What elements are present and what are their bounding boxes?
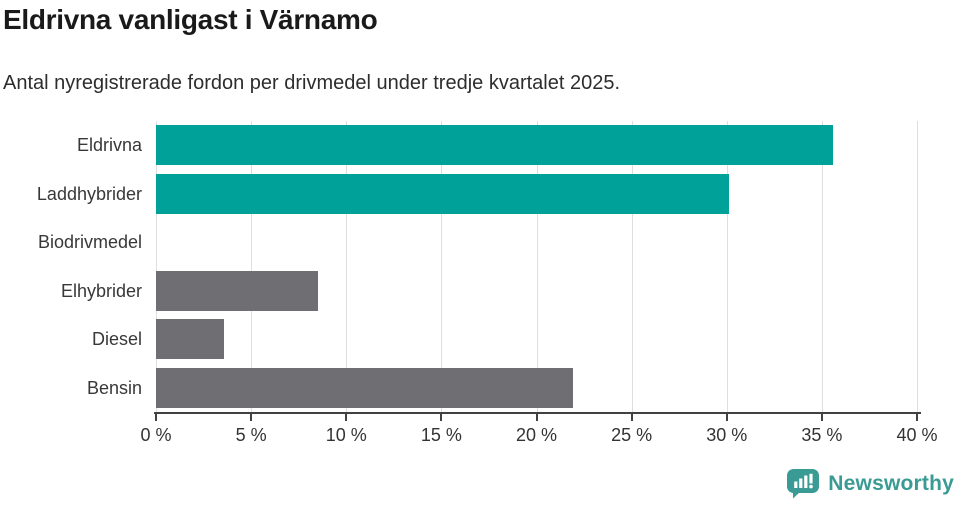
gridline: [726, 121, 728, 412]
bar-elhybrider: [156, 270, 318, 311]
x-tick: [155, 414, 157, 421]
x-tick: [440, 414, 443, 421]
bar-chart-speech-bubble-icon: [787, 469, 820, 499]
gridline: [156, 121, 157, 412]
category-label: Elhybrider: [60, 280, 142, 301]
bar-laddhybrider: [156, 173, 729, 214]
x-tick-label: 25 %: [611, 425, 653, 445]
chart-title: Eldrivna vanligast i Värnamo: [3, 4, 378, 35]
bar-row: Biodrivmedel: [38, 218, 917, 267]
x-tick-label: 15 %: [420, 425, 462, 445]
x-tick: [535, 414, 538, 421]
x-tick-label: 10 %: [325, 425, 367, 445]
x-tick-label: 35 %: [801, 425, 843, 445]
x-tick-label: 5 %: [235, 425, 267, 445]
category-label: Laddhybrider: [36, 183, 142, 204]
gridline: [251, 121, 253, 412]
gridline: [631, 121, 633, 412]
x-tick-label: 20 %: [515, 425, 558, 445]
gridline: [441, 121, 443, 412]
plot-area: Eldrivna Laddhybrider Biodrivmedel Elhybrid…: [37, 121, 938, 445]
gridline: [346, 121, 348, 412]
gridline: [536, 121, 538, 412]
chart-subtitle: Antal nyregistrerade fordon per drivmede…: [3, 72, 621, 94]
x-tick-label: 0 %: [140, 425, 172, 445]
bar-bensin: [156, 367, 573, 408]
x-tick-label: 40 %: [896, 425, 938, 445]
gridline: [821, 121, 823, 412]
gridline: [917, 121, 918, 412]
bar-row: Elhybrider: [61, 267, 917, 316]
x-tick: [250, 414, 253, 421]
category-label: Eldrivna: [76, 135, 142, 155]
x-axis-line: [154, 412, 921, 414]
x-tick: [820, 414, 823, 421]
category-label: Bensin: [86, 377, 142, 398]
newsworthy-logo-text: Newsworthy: [828, 471, 954, 495]
newsworthy-logo: Newsworthy: [786, 468, 954, 499]
x-tick: [345, 414, 348, 421]
bar-row: Bensin: [87, 364, 917, 413]
x-tick: [916, 414, 918, 421]
x-tick: [725, 414, 728, 421]
category-label: Biodrivmedel: [37, 232, 142, 252]
bar-row: Diesel: [92, 315, 917, 364]
bar-row: Eldrivna: [77, 121, 917, 170]
category-label: Diesel: [91, 329, 142, 349]
bar-diesel: [156, 319, 225, 360]
x-tick: [630, 414, 633, 421]
x-tick-label: 30 %: [706, 425, 748, 445]
bar-eldrivna: [156, 125, 834, 166]
bar-row: Laddhybrider: [37, 170, 917, 219]
